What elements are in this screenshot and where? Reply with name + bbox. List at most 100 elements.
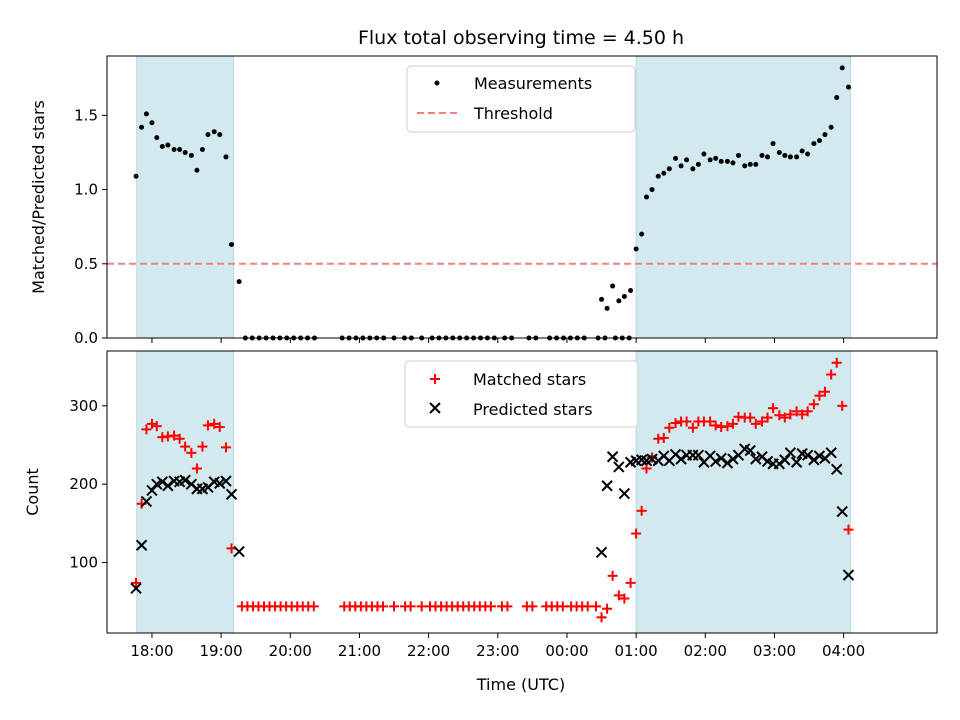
matched-star-point — [837, 400, 848, 411]
matched-star-point — [797, 409, 808, 420]
measurement-point — [649, 187, 655, 193]
measurement-point — [236, 279, 242, 285]
bottom-panel-x-ticks: 18:00 19:00 20:00 21:00 22:00 23:00 00:00 01:00… — [130, 633, 865, 660]
matched-star-point — [808, 399, 819, 410]
predicted-star-point — [721, 457, 734, 469]
predicted-star-point — [135, 539, 148, 551]
measurement-point — [730, 160, 736, 166]
x-tick-label: 02:00 — [684, 642, 727, 660]
matched-star-point — [819, 386, 830, 397]
measurement-point — [217, 132, 223, 138]
predicted-star-point — [709, 455, 722, 468]
matched-star-point — [131, 577, 142, 588]
measurement-point — [171, 147, 177, 153]
top-panel-measurement-points — [133, 65, 851, 341]
chart-title: Flux total observing time = 4.50 h — [358, 27, 684, 49]
matched-star-point — [405, 601, 416, 612]
x-tick-label: 21:00 — [338, 642, 381, 660]
measurement-point — [610, 283, 616, 289]
measurement-point — [834, 95, 840, 101]
matched-star-point — [214, 421, 225, 432]
x-tick-label: 22:00 — [407, 642, 450, 660]
legend-predicted-label: Predicted stars — [473, 400, 593, 419]
measurement-point — [724, 158, 730, 164]
matched-star-point — [762, 412, 773, 423]
x-tick-label: 19:00 — [200, 642, 243, 660]
measurement-point — [616, 298, 622, 304]
predicted-star-point — [715, 452, 727, 465]
matched-star-point — [745, 412, 756, 423]
predicted-star-point — [233, 545, 245, 558]
measurement-point — [639, 231, 645, 237]
matched-star-point — [641, 463, 652, 474]
measurement-point — [839, 65, 845, 71]
shaded-region-0 — [136, 56, 234, 338]
measurement-point — [684, 157, 690, 163]
measurement-point — [655, 173, 661, 179]
x-tick-label: 18:00 — [130, 642, 173, 660]
matched-star-point — [722, 421, 733, 432]
x-tick-label: 23:00 — [476, 642, 519, 660]
legend-measurements-label: Measurements — [474, 74, 592, 93]
x-axis-label: Time (UTC) — [476, 675, 565, 694]
matched-star-point — [202, 420, 213, 431]
measurement-point — [794, 154, 800, 160]
measurement-point — [707, 157, 713, 163]
measurement-point — [644, 194, 649, 200]
predicted-star-point — [692, 449, 705, 461]
matched-star-point — [757, 416, 768, 427]
predicted-star-point — [801, 449, 814, 461]
measurement-point — [799, 148, 805, 154]
x-tick-label: 01:00 — [615, 642, 658, 660]
top-panel-y-axis-label: Matched/Predicted stars — [29, 100, 48, 294]
measurement-point — [787, 154, 793, 160]
matched-star-point — [527, 601, 538, 612]
matched-star-point — [705, 416, 716, 427]
measurement-point — [747, 161, 753, 167]
measurement-point — [661, 170, 667, 176]
measurement-point — [229, 241, 234, 247]
matched-star-point — [631, 528, 642, 539]
measurement-point — [182, 149, 188, 155]
matched-star-point — [619, 593, 630, 604]
predicted-star-point — [606, 451, 619, 463]
measurement-point — [678, 163, 684, 169]
predicted-star-point — [750, 453, 762, 465]
predicted-star-point — [790, 456, 803, 468]
measurement-point — [701, 151, 707, 157]
top-panel-legend: Measurements Threshold — [406, 65, 636, 133]
measurement-point — [811, 141, 817, 147]
top-panel-frame — [106, 55, 938, 339]
measurement-point — [223, 154, 229, 160]
top-panel-x-ticks — [151, 338, 845, 343]
predicted-star-point — [130, 582, 142, 595]
matched-star-point — [169, 430, 180, 441]
top-panel-y-ticks: 0.0 0.5 1.0 1.5 — [74, 106, 107, 347]
matched-star-point — [591, 601, 602, 612]
measurement-point — [621, 293, 627, 299]
measurement-point — [159, 144, 165, 150]
predicted-star-point — [842, 569, 855, 581]
bottom-panel-legend: Matched stars Predicted stars — [404, 360, 639, 428]
matched-star-point — [831, 357, 842, 368]
predicted-star-point — [836, 505, 848, 518]
predicted-star-point — [156, 476, 169, 488]
y-tick-label: 300 — [69, 397, 98, 415]
top-legend-box — [406, 65, 636, 133]
measurement-point — [177, 147, 183, 153]
measurement-point — [765, 154, 771, 160]
top-panel: 0.0 0.5 1.0 1.5 Matched/Predicted stars Mea… — [29, 55, 938, 347]
measurement-point — [194, 167, 200, 173]
matched-star-point — [658, 432, 669, 443]
matched-star-point — [141, 424, 152, 435]
matched-star-point — [636, 505, 647, 516]
matched-star-point — [687, 422, 698, 433]
measurement-point — [133, 173, 139, 179]
bottom-panel-points — [130, 357, 855, 623]
predicted-star-point — [613, 461, 625, 473]
predicted-star-point — [784, 447, 797, 459]
legend-predicted-marker — [429, 402, 441, 414]
predicted-star-point — [618, 487, 631, 500]
measurement-point — [805, 151, 811, 157]
